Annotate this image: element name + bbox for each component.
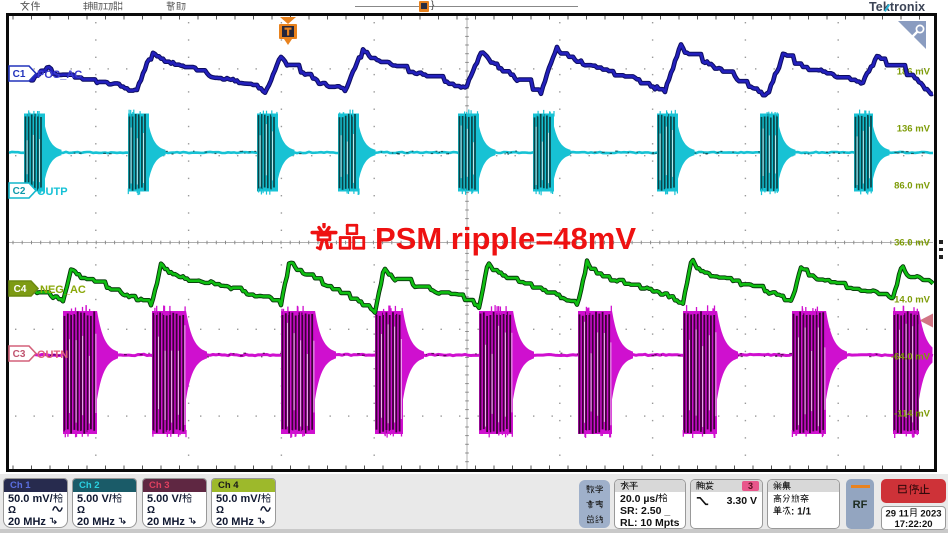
svg-text:OUTP: OUTP — [37, 186, 68, 198]
svg-text:C2: C2 — [13, 186, 26, 197]
svg-text:NEG_AC: NEG_AC — [40, 284, 86, 296]
svg-text:C1: C1 — [13, 69, 26, 80]
svg-text:C4: C4 — [14, 284, 27, 295]
svg-text:-114 mV: -114 mV — [894, 409, 931, 420]
svg-text:36.0 mV: 36.0 mV — [894, 238, 931, 249]
svg-text:C3: C3 — [13, 349, 26, 360]
svg-text:-14.0 mV: -14.0 mV — [891, 295, 931, 306]
svg-text:86.0 mV: 86.0 mV — [894, 181, 931, 192]
svg-text:POS_AC: POS_AC — [37, 69, 82, 81]
svg-text:-64.0 mV: -64.0 mV — [891, 352, 931, 363]
svg-text:186 mV: 186 mV — [897, 67, 931, 78]
svg-text:136 mV: 136 mV — [897, 124, 931, 135]
svg-text:OUTN: OUTN — [37, 349, 68, 361]
